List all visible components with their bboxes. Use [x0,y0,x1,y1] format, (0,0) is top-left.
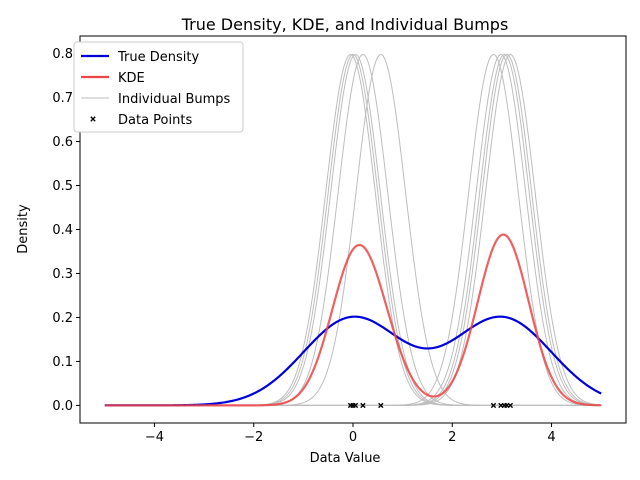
true-density-line [104,315,602,407]
legend-box [73,41,244,133]
data-point-2 [352,402,359,409]
y-axis-label: Density [16,204,31,254]
x-tick-label-1: −2 [244,430,263,445]
chart-title: True Density, KDE, and Individual Bumps [181,15,509,34]
data-point-9 [507,402,514,409]
plot-area [79,35,627,424]
legend-label-0: True Density [117,50,199,65]
data-point-4 [378,402,384,409]
x-axis: −4 −2 0 2 4 [145,423,556,445]
y-tick-label-5: 0.5 [52,179,73,194]
legend: True Density KDE Individual Bumps Data Poin… [73,41,244,133]
y-tick-label-2: 0.2 [52,311,73,326]
y-tick-label-1: 0.1 [52,355,73,370]
legend-label-3: Data Points [118,113,192,128]
x-tick-label-4: 4 [547,430,555,445]
y-tick-label-4: 0.4 [52,223,73,238]
kde-line [104,233,602,407]
data-point-5 [490,402,497,409]
legend-marker-3 [90,116,96,122]
x-tick-label-0: −4 [145,430,164,445]
y-tick-label-6: 0.6 [52,135,73,150]
legend-label-1: KDE [118,71,145,86]
series-group [104,54,602,409]
y-tick-label-3: 0.3 [52,267,73,282]
legend-label-2: Individual Bumps [118,92,231,107]
x-tick-label-2: 0 [349,430,357,445]
y-axis: 0.0 0.1 0.2 0.3 0.4 0.5 0.6 0.7 0.8 [52,47,80,414]
y-tick-label-8: 0.8 [52,47,73,62]
y-tick-label-7: 0.7 [52,91,73,106]
x-tick-label-3: 2 [448,430,456,445]
data-point-3 [360,402,366,409]
y-tick-label-0: 0.0 [52,399,73,414]
x-axis-label: Data Value [310,451,381,466]
